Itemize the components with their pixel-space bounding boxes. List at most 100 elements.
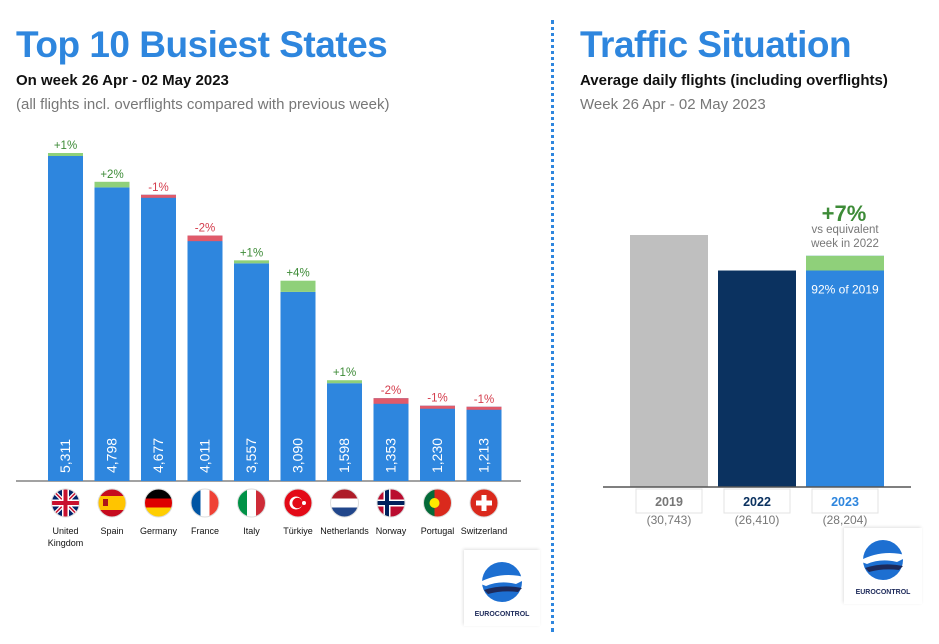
flag-ring bbox=[330, 488, 359, 518]
inner-label: 92% of 2019 bbox=[811, 283, 879, 297]
category-label: Germany bbox=[140, 526, 178, 536]
bar-2019 bbox=[630, 235, 708, 487]
change-label: +1% bbox=[240, 247, 263, 259]
flag-ring bbox=[190, 488, 220, 518]
change-cap bbox=[373, 398, 409, 404]
flag-switzerland-icon bbox=[470, 489, 498, 517]
category-label: Portugal bbox=[421, 526, 455, 536]
change-label: +1% bbox=[54, 140, 77, 152]
change-cap bbox=[327, 380, 362, 384]
right-chart-note: Week 26 Apr - 02 May 2023 bbox=[580, 96, 766, 113]
category-label: 2019 bbox=[655, 495, 683, 509]
change-cap bbox=[48, 153, 83, 156]
change-cap bbox=[280, 280, 316, 292]
change-cap bbox=[806, 255, 884, 271]
flag-spain-icon bbox=[98, 489, 126, 517]
bar-italy bbox=[234, 263, 269, 481]
change-note: week in 2022 bbox=[810, 238, 879, 250]
flag-ring bbox=[144, 488, 173, 518]
bar-2022 bbox=[718, 270, 796, 487]
change-label: +1% bbox=[333, 367, 356, 379]
category-label: United bbox=[52, 526, 78, 536]
category-box bbox=[723, 488, 791, 514]
bar-norway bbox=[373, 398, 409, 481]
flag-ring bbox=[376, 488, 406, 518]
value-label: 1,353 bbox=[383, 438, 399, 473]
category-label: Spain bbox=[100, 526, 123, 536]
change-label: +2% bbox=[100, 169, 123, 181]
value-label: 1,213 bbox=[476, 438, 492, 473]
value-label: 4,677 bbox=[150, 438, 166, 473]
value-label: 3,090 bbox=[290, 438, 306, 473]
change-cap bbox=[94, 181, 130, 188]
change-label: +7% bbox=[822, 201, 867, 226]
change-label: -2% bbox=[195, 223, 215, 235]
value-label: 1,598 bbox=[336, 438, 352, 473]
change-cap bbox=[234, 260, 269, 264]
right-chart-title: Traffic Situation bbox=[580, 24, 852, 65]
flag-norway-icon bbox=[377, 489, 405, 517]
flag-turkiye-icon bbox=[284, 489, 312, 517]
change-label: -1% bbox=[427, 393, 447, 405]
category-label: Türkiye bbox=[283, 526, 313, 536]
category-label: 2023 bbox=[831, 495, 859, 509]
category-label: Norway bbox=[376, 526, 407, 536]
value-label: 3,557 bbox=[243, 438, 259, 473]
change-label: -1% bbox=[474, 394, 494, 406]
change-note: vs equivalent bbox=[811, 224, 879, 236]
change-cap bbox=[420, 405, 455, 409]
value-label: 1,230 bbox=[429, 438, 445, 473]
flag-ring bbox=[97, 488, 127, 518]
bar-t-rkiye bbox=[280, 291, 316, 481]
value-label: 5,311 bbox=[57, 439, 73, 473]
value-label: 4,011 bbox=[197, 439, 213, 473]
left-chart-title: Top 10 Busiest States bbox=[16, 24, 388, 65]
bar-switzerland bbox=[466, 406, 502, 481]
flag-ring bbox=[469, 488, 499, 518]
change-cap bbox=[187, 235, 223, 242]
eurocontrol-logo-text: EUROCONTROL bbox=[855, 589, 911, 596]
left-chart-subtitle: On week 26 Apr - 02 May 2023 bbox=[16, 72, 229, 89]
category-label: France bbox=[191, 526, 219, 536]
flag-germany-icon bbox=[144, 489, 173, 517]
panel-divider bbox=[551, 20, 554, 632]
category-label: Italy bbox=[243, 526, 260, 536]
eurocontrol-emblem-icon bbox=[478, 562, 528, 602]
value-label: (28,204) bbox=[823, 513, 868, 527]
flag-ring bbox=[51, 488, 80, 518]
flag-united-kingdom-icon bbox=[51, 489, 80, 517]
flag-italy-icon bbox=[237, 489, 266, 517]
eurocontrol-emblem-icon bbox=[859, 540, 909, 580]
bar-france bbox=[187, 235, 223, 481]
category-label: 2022 bbox=[743, 495, 771, 509]
eurocontrol-logo: EUROCONTROL bbox=[464, 550, 540, 626]
flag-portugal-icon bbox=[423, 489, 452, 517]
right-chart-subtitle: Average daily flights (including overfli… bbox=[580, 72, 888, 89]
category-box bbox=[811, 488, 879, 514]
flag-netherlands-icon bbox=[330, 489, 359, 517]
change-label: +4% bbox=[286, 268, 309, 280]
bar-portugal bbox=[420, 405, 455, 481]
change-cap bbox=[141, 194, 176, 198]
category-label: Kingdom bbox=[48, 538, 84, 548]
flag-france-icon bbox=[191, 489, 219, 517]
flag-ring bbox=[283, 488, 313, 518]
bar-germany bbox=[141, 194, 176, 482]
bar-2023 bbox=[806, 255, 884, 487]
left-chart-note: (all flights incl. overflights compared … bbox=[16, 96, 390, 113]
change-label: -1% bbox=[148, 182, 168, 194]
category-label: Netherlands bbox=[320, 526, 369, 536]
bar-spain bbox=[94, 187, 130, 481]
category-label: Switzerland bbox=[461, 526, 508, 536]
value-label: (30,743) bbox=[647, 513, 692, 527]
bar-united-kingdom bbox=[48, 156, 83, 481]
value-label: 4,798 bbox=[104, 438, 120, 473]
bar-netherlands bbox=[327, 383, 362, 481]
eurocontrol-logo-text: EUROCONTROL bbox=[474, 611, 530, 618]
value-label: (26,410) bbox=[735, 513, 780, 527]
eurocontrol-logo: EUROCONTROL bbox=[844, 528, 922, 604]
category-box bbox=[635, 488, 703, 514]
change-cap bbox=[466, 406, 502, 410]
